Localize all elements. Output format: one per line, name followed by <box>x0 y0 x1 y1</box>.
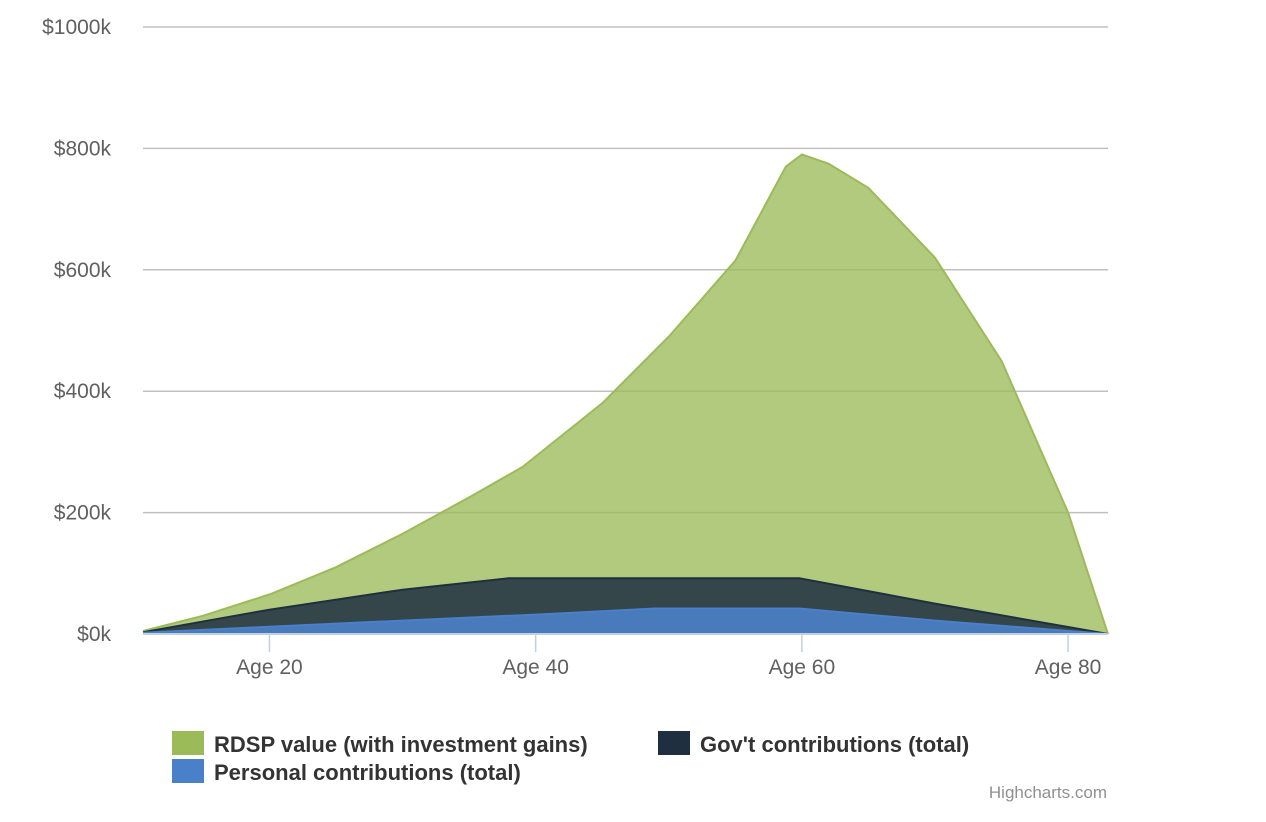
y-tick-label: $1000k <box>42 16 111 39</box>
x-tick-label: Age 80 <box>1035 656 1102 679</box>
axes: $0k $200k $400k $600k $800k $1000k Age 20 Age 4… <box>42 16 1108 679</box>
govt-contributions-area-line <box>142 577 1109 635</box>
legend[interactable]: RDSP value (with investment gains) Gov't … <box>172 731 969 785</box>
rdsp-value-area[interactable] <box>143 154 1108 635</box>
y-tick-label: $800k <box>54 137 112 160</box>
y-tick-label: $0k <box>77 623 111 646</box>
y-tick-label: $400k <box>54 380 112 403</box>
x-tick-label: Age 40 <box>502 656 569 679</box>
y-tick-label: $200k <box>54 502 112 525</box>
legend-label: Gov't contributions (total) <box>700 732 969 757</box>
legend-item-rdsp-value[interactable]: RDSP value (with investment gains) <box>172 731 588 757</box>
legend-swatch <box>658 731 690 755</box>
x-tick-label: Age 20 <box>236 656 303 679</box>
credits-link[interactable]: Highcharts.com <box>989 783 1107 802</box>
legend-label: Personal contributions (total) <box>214 760 521 785</box>
legend-item-personal-contributions[interactable]: Personal contributions (total) <box>172 759 521 785</box>
area-series <box>142 153 1109 635</box>
legend-swatch <box>172 759 204 783</box>
x-tick-label: Age 60 <box>769 656 836 679</box>
legend-item-govt-contributions[interactable]: Gov't contributions (total) <box>658 731 969 757</box>
rdsp-value-area-line <box>142 153 1109 635</box>
personal-contributions-area-line <box>142 607 1109 635</box>
legend-swatch <box>172 731 204 755</box>
y-tick-label: $600k <box>54 259 112 282</box>
legend-label: RDSP value (with investment gains) <box>214 732 588 757</box>
